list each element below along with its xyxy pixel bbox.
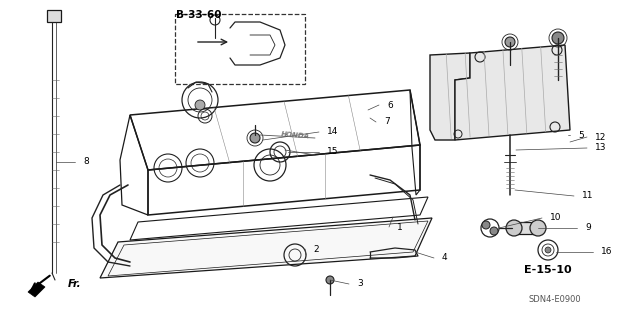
Text: 15: 15	[327, 147, 339, 157]
Circle shape	[545, 247, 551, 253]
Text: 10: 10	[550, 213, 561, 222]
Text: B-33-60: B-33-60	[176, 10, 221, 20]
Polygon shape	[100, 218, 432, 278]
Circle shape	[552, 32, 564, 44]
Text: 9: 9	[585, 224, 591, 233]
Text: 3: 3	[357, 279, 363, 288]
Text: 11: 11	[582, 191, 593, 201]
Polygon shape	[28, 282, 45, 297]
Text: E-15-10: E-15-10	[524, 265, 572, 275]
Text: HONDA: HONDA	[280, 131, 310, 139]
Circle shape	[326, 276, 334, 284]
Circle shape	[530, 220, 546, 236]
Text: 16: 16	[601, 248, 612, 256]
Text: 1: 1	[397, 222, 403, 232]
Text: 13: 13	[595, 144, 607, 152]
Circle shape	[482, 221, 490, 229]
Text: 4: 4	[442, 254, 447, 263]
Bar	[47, 10, 61, 22]
Text: 14: 14	[327, 128, 339, 137]
Circle shape	[490, 227, 498, 235]
Polygon shape	[430, 53, 470, 140]
Circle shape	[195, 100, 205, 110]
Circle shape	[506, 220, 522, 236]
Text: 6: 6	[387, 100, 393, 109]
Bar	[512, 222, 540, 234]
Text: 8: 8	[83, 158, 89, 167]
Text: Fr.: Fr.	[68, 279, 82, 289]
Text: 12: 12	[595, 132, 606, 142]
Text: 2: 2	[313, 244, 319, 254]
Polygon shape	[455, 45, 570, 140]
Text: SDN4-E0900: SDN4-E0900	[529, 295, 581, 305]
Circle shape	[250, 133, 260, 143]
Bar	[175, 14, 305, 84]
Text: 5: 5	[578, 130, 584, 139]
Circle shape	[505, 37, 515, 47]
Text: 7: 7	[384, 117, 390, 127]
